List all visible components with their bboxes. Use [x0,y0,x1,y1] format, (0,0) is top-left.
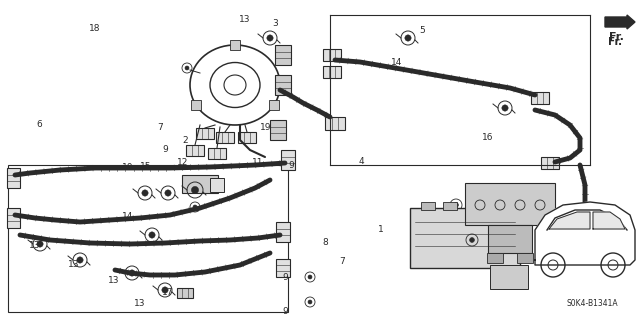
Text: 7: 7 [340,257,345,266]
Circle shape [502,105,508,111]
Polygon shape [549,212,590,229]
Text: 9: 9 [289,161,294,170]
Circle shape [162,287,168,293]
Text: 6: 6 [37,120,42,129]
Bar [323,49,341,61]
Bar [210,178,224,192]
Circle shape [77,257,83,263]
Text: 13: 13 [29,241,41,250]
Text: 9: 9 [282,273,287,282]
Bar [275,45,291,65]
Text: 3: 3 [273,19,278,28]
Text: 10: 10 [122,163,134,172]
Text: Fr.: Fr. [608,37,622,47]
Bar [177,288,193,298]
Bar [276,222,290,242]
Bar [465,202,479,210]
Text: 15: 15 [140,162,152,171]
Bar [276,259,290,277]
Polygon shape [535,202,635,265]
Text: 5: 5 [420,26,425,35]
Bar [325,116,345,130]
Text: 13: 13 [239,15,250,24]
Circle shape [405,35,411,41]
Text: 2: 2 [183,136,188,145]
Bar [208,147,226,159]
Bar [216,131,234,143]
Text: 14: 14 [391,58,403,67]
Bar [230,40,240,50]
Bar [8,165,288,312]
Circle shape [267,35,273,41]
Bar [196,128,214,138]
Bar [517,253,533,263]
Bar [543,237,561,249]
Bar [487,202,501,210]
Bar [275,75,291,95]
Bar [487,253,503,263]
Text: 4: 4 [359,157,364,166]
Text: 9: 9 [163,145,168,154]
Text: 8: 8 [323,238,328,247]
Bar [598,222,614,242]
Circle shape [470,238,474,242]
Text: 9: 9 [282,308,287,316]
Text: 16: 16 [482,133,493,142]
Circle shape [165,190,171,196]
Text: 18: 18 [89,24,100,33]
Bar [6,168,19,188]
Bar [281,150,295,170]
Text: 11: 11 [252,158,263,167]
Circle shape [191,186,198,194]
Text: 13: 13 [68,260,79,269]
Circle shape [149,232,155,238]
Text: S0K4-B1341A: S0K4-B1341A [566,299,618,308]
Text: 17: 17 [162,288,173,297]
Bar [182,175,218,193]
FancyArrow shape [605,15,635,29]
Bar [490,265,528,289]
Text: 19: 19 [260,123,271,132]
Text: 13: 13 [134,299,145,308]
Text: 7: 7 [157,123,163,132]
Bar [531,92,549,104]
Text: 14: 14 [122,212,134,221]
Bar [6,208,19,228]
Circle shape [454,203,458,207]
Bar [465,183,555,225]
Bar [191,100,201,110]
Text: 13: 13 [108,276,120,285]
Bar [238,131,256,143]
Bar [270,120,286,140]
Bar [488,225,532,253]
Text: Fr.: Fr. [609,32,623,42]
Bar [541,157,559,169]
Bar [186,145,204,155]
Bar [323,66,341,78]
Polygon shape [593,212,625,229]
Text: 1: 1 [378,225,383,234]
Text: 12: 12 [177,158,188,167]
Bar [410,208,520,268]
Circle shape [142,190,148,196]
Circle shape [308,300,312,304]
Circle shape [193,205,197,209]
Circle shape [185,66,189,70]
Circle shape [37,241,43,247]
Bar [443,202,457,210]
Circle shape [129,270,135,276]
Circle shape [308,275,312,279]
Bar [421,202,435,210]
Bar [269,100,279,110]
